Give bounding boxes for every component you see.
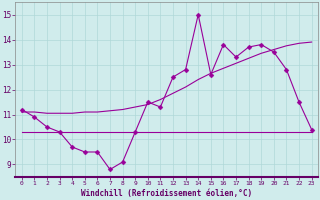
X-axis label: Windchill (Refroidissement éolien,°C): Windchill (Refroidissement éolien,°C) (81, 189, 252, 198)
